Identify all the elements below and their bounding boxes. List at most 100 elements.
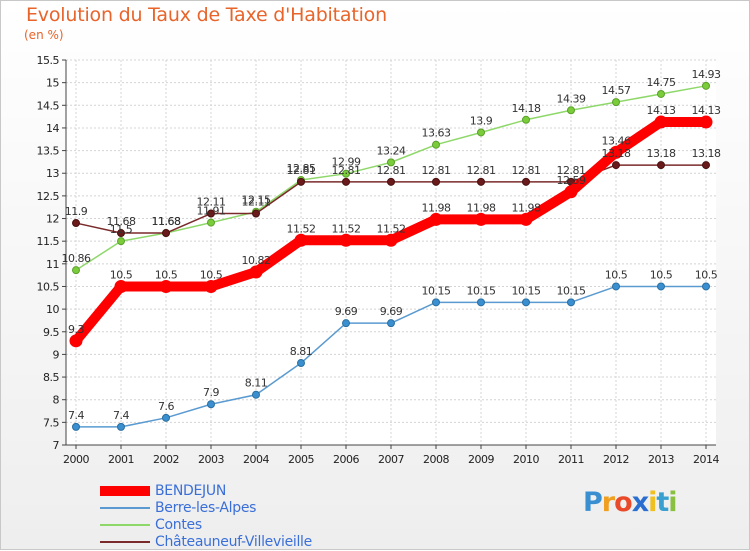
logo-letter: o bbox=[614, 487, 633, 518]
y-tick-label: 8.5 bbox=[43, 371, 59, 384]
data-label: 13.18 bbox=[692, 147, 721, 160]
data-label: 12.81 bbox=[332, 164, 361, 177]
x-tick-label: 2010 bbox=[513, 453, 539, 466]
data-label: 12.11 bbox=[242, 196, 271, 209]
y-tick-label: 11.5 bbox=[37, 235, 60, 248]
y-tick-label: 13.5 bbox=[37, 145, 60, 158]
data-label: 10.86 bbox=[62, 252, 91, 265]
data-label: 14.57 bbox=[602, 84, 631, 97]
data-point bbox=[432, 140, 440, 149]
x-tick-label: 2005 bbox=[288, 453, 314, 466]
data-label: 14.13 bbox=[647, 104, 676, 117]
y-tick-label: 10.5 bbox=[37, 280, 60, 293]
data-point bbox=[702, 81, 710, 90]
data-label: 11.68 bbox=[152, 215, 181, 228]
data-point bbox=[477, 128, 485, 137]
data-point bbox=[72, 219, 80, 228]
data-label: 12.99 bbox=[332, 156, 361, 169]
y-tick-label: 14.5 bbox=[37, 99, 60, 112]
data-point bbox=[519, 212, 533, 226]
y-tick-label: 7 bbox=[53, 439, 60, 452]
data-label: 11.9 bbox=[65, 205, 88, 218]
legend-label: Contes bbox=[155, 517, 202, 533]
legend-label: Berre-les-Alpes bbox=[155, 500, 257, 516]
data-label: 11.52 bbox=[287, 222, 316, 235]
data-label: 13.9 bbox=[470, 114, 493, 127]
data-point bbox=[387, 158, 395, 167]
x-tick-label: 2008 bbox=[423, 453, 449, 466]
data-label: 11.5 bbox=[110, 223, 133, 236]
data-label: 13.24 bbox=[377, 144, 406, 157]
data-point bbox=[207, 218, 215, 227]
data-label: 7.4 bbox=[68, 409, 84, 422]
data-point bbox=[252, 390, 260, 399]
y-tick-label: 14 bbox=[46, 122, 59, 135]
data-point bbox=[297, 177, 305, 186]
data-point bbox=[657, 282, 665, 291]
x-tick-label: 2006 bbox=[333, 453, 359, 466]
data-label: 10.5 bbox=[110, 268, 133, 281]
data-label: 12.81 bbox=[287, 164, 316, 177]
legend-swatch bbox=[100, 524, 150, 526]
data-label: 10.15 bbox=[422, 284, 451, 297]
x-tick-label: 2009 bbox=[468, 453, 494, 466]
data-label: 11.52 bbox=[332, 222, 361, 235]
data-point bbox=[342, 319, 350, 328]
data-point bbox=[612, 161, 620, 170]
data-label: 14.75 bbox=[647, 76, 676, 89]
data-point bbox=[657, 161, 665, 170]
data-label: 12.81 bbox=[467, 164, 496, 177]
data-point bbox=[567, 106, 575, 115]
data-point bbox=[114, 279, 128, 293]
proxiti-logo: Proxiti bbox=[583, 487, 678, 518]
data-point bbox=[207, 400, 215, 409]
data-label: 14.13 bbox=[692, 104, 721, 117]
x-tick-label: 2013 bbox=[648, 453, 674, 466]
data-point bbox=[522, 298, 530, 307]
y-tick-label: 13 bbox=[46, 167, 59, 180]
data-point bbox=[432, 177, 440, 186]
legend-label: BENDEJUN bbox=[155, 483, 226, 499]
data-point bbox=[522, 115, 530, 124]
data-label: 10.5 bbox=[650, 268, 673, 281]
data-point bbox=[567, 298, 575, 307]
data-label: 10.5 bbox=[200, 268, 223, 281]
data-label: 10.5 bbox=[695, 268, 718, 281]
data-point bbox=[477, 298, 485, 307]
data-point bbox=[477, 177, 485, 186]
data-point bbox=[117, 237, 125, 246]
data-point bbox=[564, 185, 578, 199]
x-tick-label: 2003 bbox=[198, 453, 224, 466]
data-label: 14.39 bbox=[557, 92, 586, 105]
data-label: 7.6 bbox=[158, 400, 174, 413]
x-tick-label: 2007 bbox=[378, 453, 404, 466]
data-point bbox=[699, 115, 713, 129]
data-label: 8.11 bbox=[245, 377, 268, 390]
data-point bbox=[387, 177, 395, 186]
data-label: 10.5 bbox=[155, 268, 178, 281]
data-point bbox=[387, 319, 395, 328]
data-point bbox=[249, 265, 263, 279]
data-label: 11.91 bbox=[197, 205, 226, 218]
data-point bbox=[162, 413, 170, 422]
data-point bbox=[252, 209, 260, 218]
data-label: 14.18 bbox=[512, 102, 541, 115]
data-label: 10.15 bbox=[512, 284, 541, 297]
data-label: 11.68 bbox=[152, 215, 181, 228]
y-tick-label: 9.5 bbox=[43, 326, 59, 339]
data-point bbox=[654, 115, 668, 129]
chart-title: Evolution du Taux de Taxe d'Habitation bbox=[26, 4, 387, 26]
y-tick-label: 15 bbox=[46, 77, 59, 90]
data-point bbox=[159, 279, 173, 293]
data-point bbox=[702, 161, 710, 170]
legend-label: Châteauneuf-Villevieille bbox=[155, 534, 312, 550]
data-label: 12.11 bbox=[197, 196, 226, 209]
data-point bbox=[207, 209, 215, 218]
data-point bbox=[339, 233, 353, 247]
data-point bbox=[294, 233, 308, 247]
data-label: 12.85 bbox=[287, 162, 316, 175]
data-label: 13.18 bbox=[602, 147, 631, 160]
data-label: 11.52 bbox=[377, 222, 406, 235]
x-tick-label: 2011 bbox=[558, 453, 584, 466]
y-tick-label: 15.5 bbox=[37, 54, 60, 67]
